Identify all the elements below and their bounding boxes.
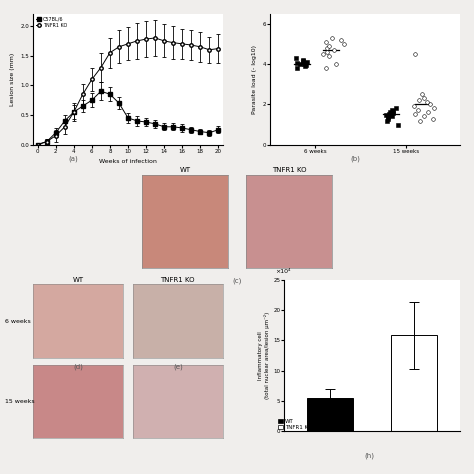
Point	[301, 61, 308, 68]
Text: (c): (c)	[232, 277, 242, 284]
Point	[427, 100, 434, 108]
Point	[323, 38, 330, 46]
Point	[383, 117, 391, 124]
Text: (a): (a)	[69, 155, 78, 162]
Point	[293, 60, 301, 67]
Text: TNFR1 KO: TNFR1 KO	[272, 167, 306, 173]
Point	[411, 111, 419, 118]
Point	[293, 64, 301, 72]
Y-axis label: Lesion size (mm): Lesion size (mm)	[9, 53, 15, 106]
Point	[299, 56, 307, 64]
Point	[416, 117, 423, 124]
Point	[323, 45, 331, 52]
Point	[325, 43, 333, 50]
Point	[340, 40, 347, 48]
Point	[392, 105, 400, 112]
Point	[419, 91, 426, 98]
Point	[299, 57, 307, 65]
Point	[423, 99, 431, 106]
Point	[387, 109, 394, 116]
Text: (d): (d)	[73, 364, 83, 370]
Legend: C57BL/6, TNFR1 KO: C57BL/6, TNFR1 KO	[36, 17, 67, 28]
Text: (b): (b)	[351, 155, 360, 162]
Point	[430, 105, 438, 112]
Legend: WT, TNFR1 KO: WT, TNFR1 KO	[278, 419, 312, 430]
Point	[384, 115, 392, 122]
Text: 15 weeks: 15 weeks	[5, 399, 34, 404]
Point	[424, 109, 431, 116]
Text: TNFR1 KO: TNFR1 KO	[161, 276, 195, 283]
Y-axis label: Inflammatory cell
(total nuclear area/lesion μm⁻²): Inflammatory cell (total nuclear area/le…	[258, 312, 271, 399]
Bar	[391, 336, 437, 431]
Point	[328, 35, 336, 42]
Bar	[307, 398, 353, 431]
Point	[410, 103, 418, 110]
Text: ×10⁴: ×10⁴	[275, 269, 291, 273]
Point	[302, 62, 310, 69]
Point	[322, 64, 329, 72]
Point	[420, 113, 428, 120]
Point	[415, 107, 422, 114]
Point	[292, 55, 300, 62]
Point	[389, 107, 396, 114]
Point	[420, 95, 428, 102]
Point	[390, 108, 397, 115]
Point	[301, 63, 309, 70]
Point	[412, 51, 419, 58]
Point	[304, 59, 311, 66]
Text: 6 weeks: 6 weeks	[5, 319, 30, 324]
Point	[384, 114, 392, 121]
Point	[325, 53, 333, 60]
Point	[386, 111, 393, 118]
Point	[319, 51, 327, 58]
Text: (h): (h)	[365, 453, 375, 459]
Text: WT: WT	[73, 276, 84, 283]
Point	[330, 46, 337, 54]
Point	[383, 112, 390, 119]
Point	[388, 113, 395, 120]
Point	[323, 48, 330, 56]
Y-axis label: Parasite load (- log10): Parasite load (- log10)	[252, 45, 257, 114]
Text: (e): (e)	[173, 364, 182, 370]
Point	[429, 115, 437, 122]
Point	[337, 36, 345, 44]
Point	[416, 97, 423, 104]
Point	[390, 109, 397, 117]
Text: WT: WT	[179, 167, 191, 173]
Point	[394, 121, 401, 128]
Point	[332, 61, 339, 68]
X-axis label: Weeks of infection: Weeks of infection	[99, 159, 157, 164]
Point	[296, 61, 304, 68]
